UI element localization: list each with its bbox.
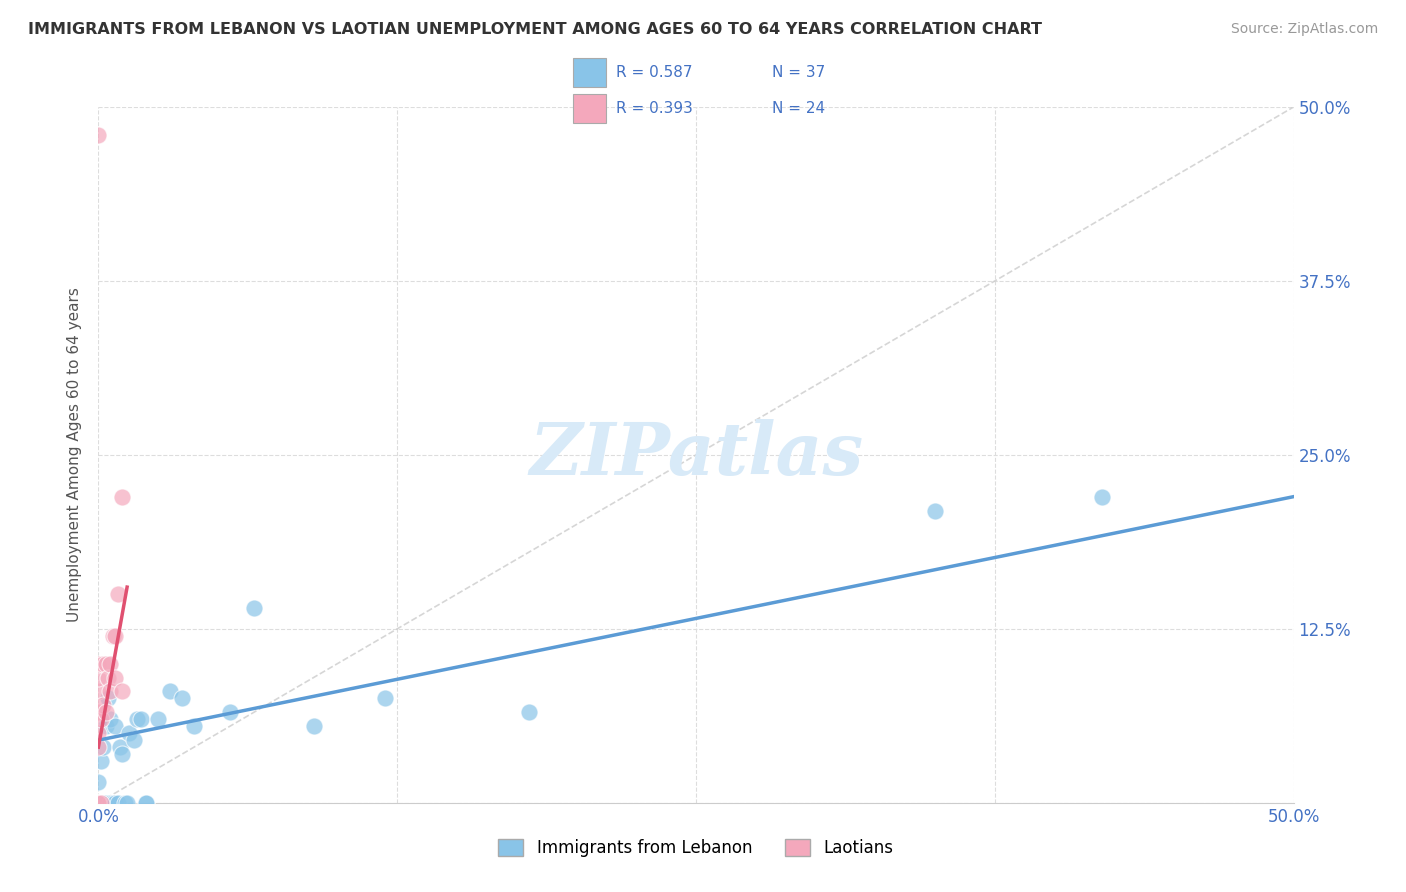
Point bbox=[243, 601, 266, 615]
Text: IMMIGRANTS FROM LEBANON VS LAOTIAN UNEMPLOYMENT AMONG AGES 60 TO 64 YEARS CORREL: IMMIGRANTS FROM LEBANON VS LAOTIAN UNEMP… bbox=[28, 22, 1042, 37]
Point bbox=[148, 712, 170, 726]
Point bbox=[924, 503, 946, 517]
Y-axis label: Unemployment Among Ages 60 to 64 years: Unemployment Among Ages 60 to 64 years bbox=[67, 287, 83, 623]
Text: R = 0.393: R = 0.393 bbox=[616, 102, 693, 116]
Point bbox=[87, 706, 110, 720]
Point bbox=[90, 754, 112, 768]
Point bbox=[101, 796, 124, 810]
Point bbox=[90, 712, 112, 726]
Point bbox=[87, 657, 110, 671]
Point bbox=[87, 740, 110, 755]
Point bbox=[111, 490, 134, 504]
Point bbox=[87, 671, 110, 685]
Point bbox=[107, 796, 129, 810]
Point bbox=[172, 691, 194, 706]
Text: N = 37: N = 37 bbox=[772, 65, 825, 80]
Point bbox=[94, 796, 117, 810]
Text: ZIPatlas: ZIPatlas bbox=[529, 419, 863, 491]
Point bbox=[91, 698, 114, 713]
Point bbox=[115, 796, 138, 810]
Point bbox=[124, 733, 146, 747]
Point bbox=[104, 629, 127, 643]
Point bbox=[108, 740, 131, 755]
Point bbox=[104, 671, 127, 685]
Point bbox=[90, 796, 112, 810]
Point bbox=[97, 671, 120, 685]
Point bbox=[135, 796, 157, 810]
Point bbox=[101, 629, 124, 643]
Point bbox=[94, 657, 117, 671]
Point bbox=[374, 691, 396, 706]
Point bbox=[87, 775, 110, 789]
Point bbox=[517, 706, 540, 720]
Point bbox=[98, 657, 122, 671]
Point bbox=[98, 712, 122, 726]
Point bbox=[219, 706, 242, 720]
Point bbox=[98, 796, 122, 810]
Point bbox=[135, 796, 157, 810]
Point bbox=[90, 796, 112, 810]
Point bbox=[111, 684, 134, 698]
Point bbox=[104, 796, 127, 810]
Point bbox=[91, 657, 114, 671]
Point bbox=[91, 740, 114, 755]
Point bbox=[87, 726, 110, 740]
Point bbox=[87, 796, 110, 810]
Point bbox=[104, 719, 127, 733]
Point bbox=[87, 796, 110, 810]
Point bbox=[183, 719, 205, 733]
Point bbox=[97, 691, 120, 706]
Point bbox=[1091, 490, 1114, 504]
Point bbox=[87, 796, 110, 810]
Legend: Immigrants from Lebanon, Laotians: Immigrants from Lebanon, Laotians bbox=[492, 832, 900, 864]
Point bbox=[91, 796, 114, 810]
Point bbox=[87, 128, 110, 142]
Point bbox=[98, 684, 122, 698]
Point bbox=[302, 719, 325, 733]
Point bbox=[118, 726, 141, 740]
Point bbox=[131, 712, 153, 726]
Text: R = 0.587: R = 0.587 bbox=[616, 65, 693, 80]
Point bbox=[111, 747, 134, 761]
Point bbox=[125, 712, 148, 726]
Point bbox=[87, 684, 110, 698]
Point bbox=[94, 719, 117, 733]
FancyBboxPatch shape bbox=[572, 58, 606, 87]
Text: N = 24: N = 24 bbox=[772, 102, 825, 116]
FancyBboxPatch shape bbox=[572, 95, 606, 123]
Text: Source: ZipAtlas.com: Source: ZipAtlas.com bbox=[1230, 22, 1378, 37]
Point bbox=[94, 706, 117, 720]
Point bbox=[87, 796, 110, 810]
Point bbox=[107, 587, 129, 601]
Point bbox=[114, 796, 136, 810]
Point bbox=[159, 684, 181, 698]
